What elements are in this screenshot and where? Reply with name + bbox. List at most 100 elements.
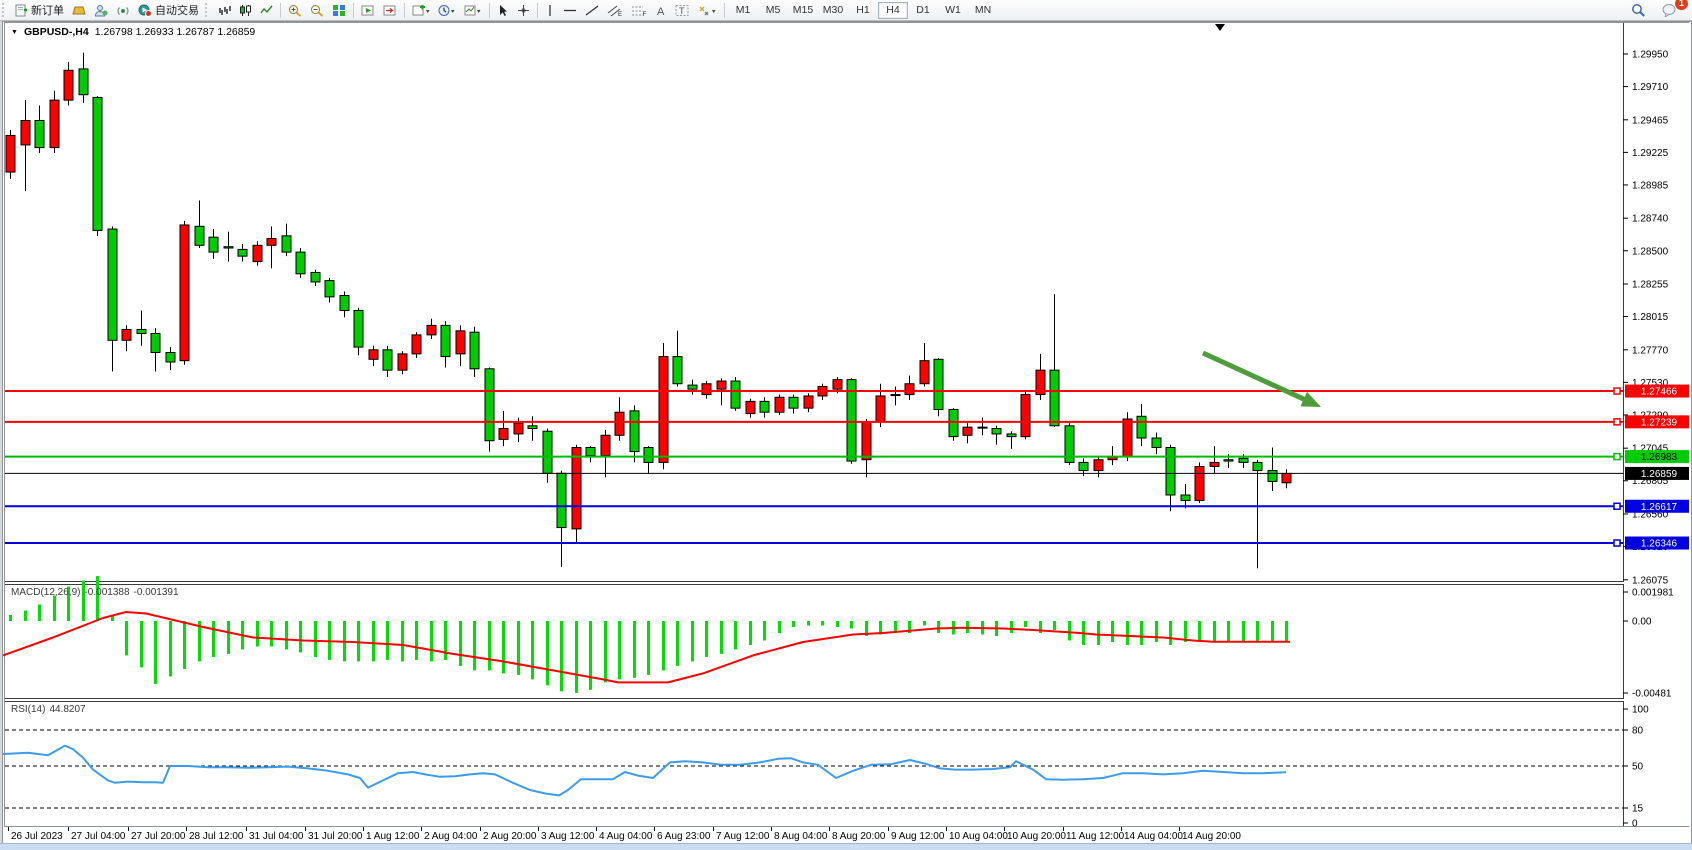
time-tick-label: 27 Jul 04:00	[71, 831, 126, 841]
zoom-out-button[interactable]	[306, 1, 328, 20]
candle	[1122, 412, 1133, 462]
rsi-tick-label: 80	[1632, 726, 1644, 737]
candle	[904, 375, 915, 401]
candle	[34, 105, 45, 154]
price-tick-label: 1.27045	[1632, 444, 1669, 455]
scroll-to-end-marker[interactable]	[1215, 24, 1225, 31]
price-tick-label: 1.27770	[1632, 345, 1669, 356]
tile-windows-button[interactable]	[328, 1, 350, 20]
line-anchor-marker	[1613, 452, 1621, 461]
price-tick-label: 1.29950	[1632, 50, 1669, 61]
price-tick-label: 1.28255	[1632, 279, 1669, 290]
horizontal-lines[interactable]: 1.27466 1.27239 1.26983 1.26859 1.26617 1.263…	[5, 384, 1689, 550]
time-tick-label: 1 Aug 12:00	[366, 831, 420, 841]
toolbar-grip[interactable]	[2, 3, 9, 17]
auto-scroll-button[interactable]	[357, 1, 379, 20]
chart-dropdown-icon: ▼	[11, 28, 18, 36]
timeframe-w1[interactable]: W1	[945, 3, 961, 16]
cursor-button[interactable]	[493, 1, 513, 20]
candle	[701, 381, 712, 399]
timeframe-mn[interactable]: MN	[974, 3, 992, 16]
candle	[1136, 404, 1147, 447]
time-tick-label: 10 Aug 20:00	[1007, 831, 1066, 841]
candle	[730, 376, 741, 411]
metaeditor-button[interactable]	[68, 1, 90, 20]
candle	[629, 405, 640, 463]
chart-title[interactable]: ▼ GBPUSD-,H4 1.26798 1.26933 1.26787 1.2…	[11, 26, 255, 38]
candle	[223, 231, 234, 262]
channel-button[interactable]: E	[603, 1, 627, 20]
time-axis[interactable]: 26 Jul 2023 27 Jul 04:00 27 Jul 20:00 28 Ju…	[8, 827, 1242, 841]
candle	[962, 423, 973, 444]
price-tick-label: 1.29710	[1632, 82, 1669, 93]
svg-text:T: T	[679, 6, 685, 16]
fibonacci-button[interactable]: F	[627, 1, 651, 20]
arrows-icon	[697, 4, 717, 17]
chart-canvas[interactable]: 1.29950 1.29710 1.29465 1.29225 1.28985 1.287…	[3, 22, 1689, 841]
candlestick-icon	[239, 4, 252, 17]
timeframe-m5[interactable]: M5	[765, 3, 781, 16]
zoom-in-icon	[288, 4, 302, 17]
candle	[1006, 431, 1017, 449]
autotrading-button[interactable]: 自动交易	[134, 1, 203, 20]
timeframe-bar: M1 M5 M15 M30 H1 H4 D1 W1 MN	[728, 1, 998, 19]
search-button[interactable]	[1627, 1, 1650, 20]
macd-axis[interactable]: 0.001981 0.00 -0.00481	[1623, 588, 1674, 700]
toolbar-grip[interactable]	[205, 3, 212, 17]
zoom-in-button[interactable]	[284, 1, 306, 20]
price-tick-label: 1.28985	[1632, 180, 1669, 191]
candle	[165, 347, 176, 371]
chart-shift-button[interactable]	[379, 1, 401, 20]
timeframe-d1[interactable]: D1	[916, 3, 930, 16]
price-tick-label: 1.29225	[1632, 148, 1669, 159]
candle	[266, 226, 277, 269]
indicators-button[interactable]	[408, 1, 434, 20]
rsi-series	[3, 744, 1287, 797]
candlestick-button[interactable]	[235, 1, 256, 20]
macd-indicator-label: MACD(12,26,9) -0.001388 -0.001391	[11, 587, 183, 598]
signals-button[interactable]	[112, 1, 134, 20]
crosshair-button[interactable]	[513, 1, 534, 20]
chat-button[interactable]: 1	[1658, 0, 1688, 20]
candle	[527, 416, 538, 441]
time-tick-label: 28 Jul 12:00	[189, 831, 244, 841]
person-icon	[94, 4, 108, 17]
candle	[150, 328, 161, 372]
horizontal-line-button[interactable]	[559, 1, 581, 20]
candle	[1093, 456, 1104, 478]
timeframe-h4[interactable]: H4	[878, 1, 908, 19]
rsi-tick-label: 50	[1632, 762, 1644, 773]
horizontal-line-icon	[563, 4, 577, 17]
periods-button[interactable]	[434, 1, 460, 20]
trendline-button[interactable]	[581, 1, 603, 20]
svg-text:E: E	[618, 12, 622, 17]
candle	[194, 200, 205, 249]
line-anchor-marker	[1613, 387, 1621, 395]
vertical-line-button[interactable]	[541, 1, 559, 20]
price-badge	[1625, 466, 1689, 480]
new-order-button[interactable]: 新订单	[11, 1, 68, 20]
timeframe-m30[interactable]: M30	[822, 3, 844, 16]
line-chart-button[interactable]	[256, 1, 277, 20]
text-label-button[interactable]: T	[671, 1, 693, 20]
time-tick-label: 26 Jul 2023	[11, 831, 63, 841]
candlestick-series	[5, 52, 1292, 569]
svg-text:F: F	[643, 12, 647, 17]
timeframe-h1[interactable]: H1	[856, 3, 870, 16]
candle	[208, 229, 219, 259]
candle	[1252, 459, 1263, 569]
macd-tick-label: 0.001981	[1632, 588, 1674, 599]
arrows-button[interactable]	[693, 1, 721, 20]
candle	[614, 397, 625, 441]
candle	[977, 417, 988, 436]
candle	[440, 321, 451, 368]
text-button[interactable]: A	[651, 1, 671, 20]
trend-arrow-annotation[interactable]	[1201, 350, 1321, 407]
community-button[interactable]	[90, 1, 112, 20]
price-badge	[1625, 536, 1689, 550]
templates-button[interactable]	[460, 1, 486, 20]
timeframe-m1[interactable]: M1	[735, 3, 751, 16]
bar-chart-button[interactable]	[214, 1, 235, 20]
line-anchor-marker	[1613, 418, 1621, 426]
timeframe-m15[interactable]: M15	[792, 3, 814, 16]
